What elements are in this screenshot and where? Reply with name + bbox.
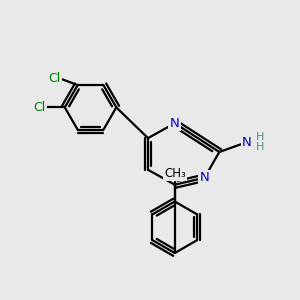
Text: Cl: Cl <box>33 101 45 114</box>
Text: CH₃: CH₃ <box>164 167 186 180</box>
Text: N: N <box>170 117 180 130</box>
Text: H: H <box>256 132 264 142</box>
Text: N: N <box>242 136 252 148</box>
Text: H: H <box>256 142 264 152</box>
Text: N: N <box>200 171 209 184</box>
Text: Cl: Cl <box>48 72 60 85</box>
